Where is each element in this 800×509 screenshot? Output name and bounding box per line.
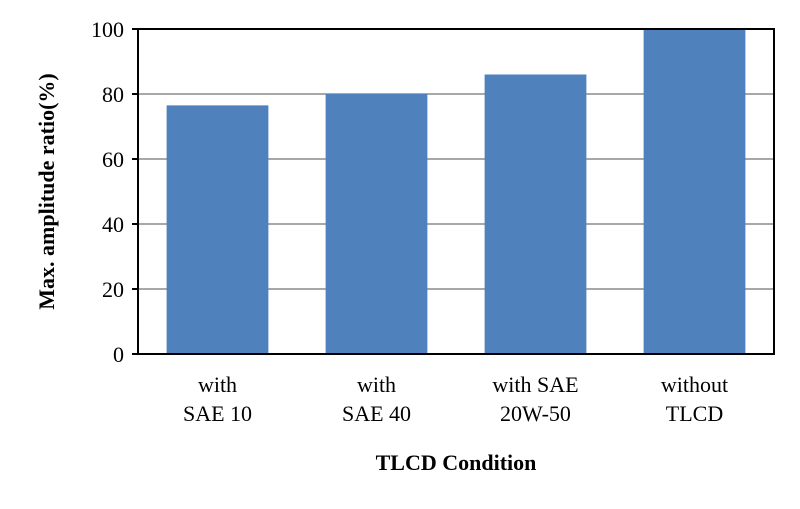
x-category-label-3: without TLCD	[661, 372, 728, 426]
x-axis-title: TLCD Condition	[376, 450, 537, 475]
y-tick-label-80: 80	[102, 82, 124, 107]
y-tick-label-60: 60	[102, 147, 124, 172]
x-category-label-2: with SAE 20W-50	[492, 372, 578, 426]
plot-area-frame	[137, 28, 775, 355]
bar-0	[166, 105, 269, 354]
y-tick-label-0: 0	[113, 342, 124, 367]
bar-1	[325, 94, 428, 354]
y-tick-label-20: 20	[102, 277, 124, 302]
y-tick-label-40: 40	[102, 212, 124, 237]
bars	[166, 29, 746, 354]
y-tick-label-100: 100	[91, 17, 124, 42]
x-axis-categories: with SAE 10 with SAE 40 with SAE 20W-50 withou…	[183, 372, 728, 426]
y-axis-ticks: 0 20 40 60 80 100	[91, 17, 138, 367]
bar-2	[484, 74, 587, 354]
bar-3	[643, 29, 746, 354]
y-axis-title: Max. amplitude ratio(%)	[34, 73, 59, 309]
x-category-label-0: with SAE 10	[183, 372, 252, 426]
x-category-label-1: with SAE 40	[342, 372, 411, 426]
